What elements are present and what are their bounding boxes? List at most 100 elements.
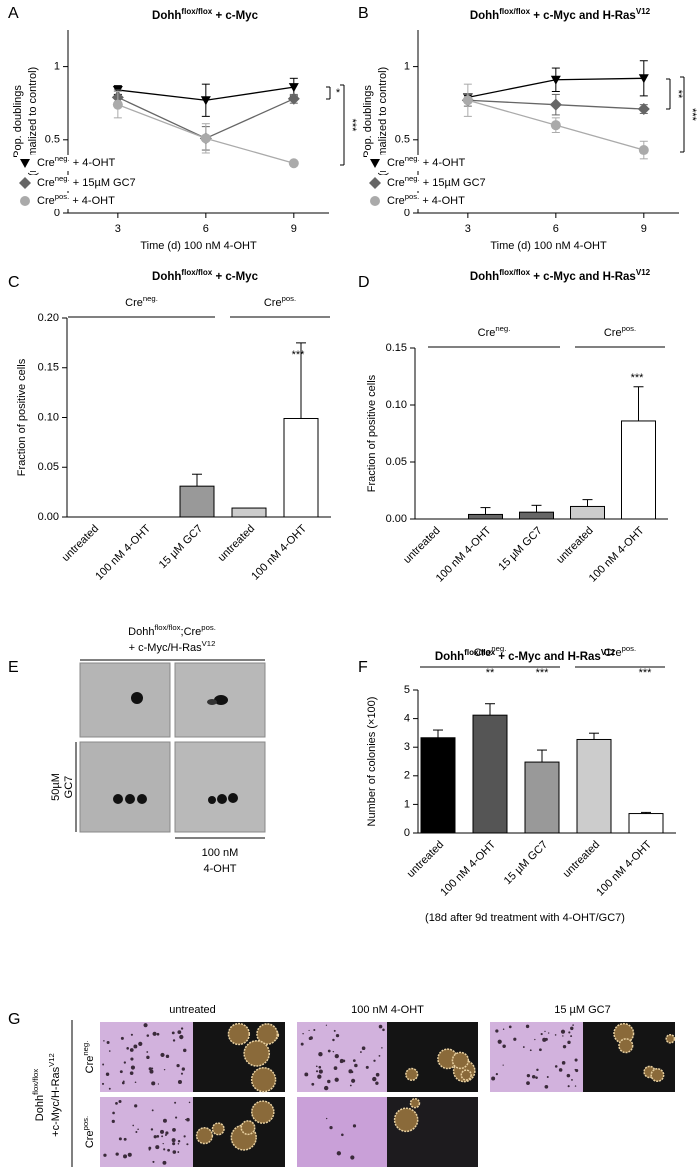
marker <box>287 92 300 105</box>
text-part: + c-Myc <box>212 10 258 22</box>
text-part: pos. <box>622 324 637 333</box>
x-tick-label: 6 <box>553 223 559 235</box>
cell-dot <box>570 1035 573 1038</box>
x-tick-label: untreated <box>554 525 595 566</box>
text-part: pos. <box>622 644 637 653</box>
cell-dot <box>332 1038 335 1042</box>
cell-dot <box>540 1032 543 1036</box>
cell-dot <box>177 1079 182 1085</box>
text-part: pos. <box>282 294 297 303</box>
colony <box>250 1067 277 1093</box>
cell-dot <box>547 1032 550 1034</box>
cell-dot <box>148 1067 152 1071</box>
text-part: Cre <box>478 327 496 339</box>
cell-dot <box>327 1049 331 1053</box>
cell-dot <box>180 1027 184 1030</box>
panel-letter: B <box>358 5 369 22</box>
colony <box>243 1040 271 1067</box>
group-label: Crepos. <box>604 324 636 339</box>
cell-dot <box>149 1069 154 1074</box>
bar <box>283 417 319 518</box>
text-part: + c-Myc and H-Ras <box>530 10 636 22</box>
cell-dot <box>372 1076 377 1082</box>
annotation: ** <box>672 90 684 99</box>
x-tick-label: untreated <box>401 525 442 566</box>
text-part: Dohh <box>128 626 154 638</box>
text-part: Cre <box>604 647 622 659</box>
cell-dot <box>105 1072 110 1076</box>
text-part: neg. <box>405 154 420 163</box>
text-part: + 15µM GC7 <box>420 177 486 189</box>
x-tick-label: untreated <box>561 839 602 880</box>
x-tick-label: 100 nM 4-OHT <box>438 838 498 898</box>
cell-dot <box>302 1032 304 1035</box>
y-axis-label: Fraction of positive cells <box>366 374 378 492</box>
brightfield-image <box>490 1022 583 1092</box>
text-part: Cre <box>387 157 405 169</box>
cell-dot <box>165 1131 169 1135</box>
cell-dot <box>162 1160 167 1165</box>
cell-dot <box>135 1130 138 1133</box>
text-part: Cre <box>37 177 55 189</box>
cell-dot <box>526 1081 530 1085</box>
bar <box>231 507 267 518</box>
y-axis-label: Number of colonies (×100) <box>366 697 378 827</box>
spot <box>137 794 147 804</box>
cell-dot <box>568 1031 571 1034</box>
cell-dot <box>103 1153 107 1157</box>
cell-dot <box>175 1116 178 1119</box>
cell-dot <box>359 1051 362 1053</box>
text-part: flox/flox <box>181 268 212 277</box>
x-tick-label: 15 µM GC7 <box>157 523 205 571</box>
bar <box>519 511 554 520</box>
cell-dot <box>341 1133 344 1137</box>
cell-dot <box>183 1135 186 1138</box>
chart-title: Dohhflox/flox + c-Myc and H-RasV12 <box>470 268 651 283</box>
legend-bg <box>17 193 147 209</box>
cell-dot <box>554 1034 557 1036</box>
annotation: *** <box>639 667 653 679</box>
cell-dot <box>562 1035 564 1037</box>
marker <box>370 159 380 168</box>
panel-letter: F <box>358 659 368 676</box>
blot-col-label: 100 nM <box>202 847 239 859</box>
cell-dot <box>171 1138 176 1143</box>
error-bar <box>537 749 547 763</box>
cell-dot <box>167 1148 170 1152</box>
legend-label: Creneg. + 4-OHT <box>37 154 116 169</box>
blot <box>79 741 171 833</box>
group-label: Creneg. <box>478 324 511 339</box>
bar <box>570 505 605 520</box>
cell-dot <box>562 1044 567 1049</box>
cell-dot <box>526 1074 531 1078</box>
text-part: Cre <box>125 297 143 309</box>
y-tick-label: 2 <box>404 770 410 782</box>
cell-dot <box>146 1034 150 1037</box>
cell-dot <box>146 1051 149 1053</box>
cell-dot <box>143 1023 148 1028</box>
text-part: Dohh <box>470 10 499 22</box>
y-tick-label: 0 <box>404 207 410 219</box>
y-tick-label: 0.00 <box>38 511 59 523</box>
y-tick-label: 0.5 <box>45 134 60 146</box>
cell-dot <box>119 1070 123 1074</box>
cell-dot <box>544 1084 549 1089</box>
text-part: pos. <box>81 1116 90 1131</box>
cell-dot <box>177 1030 182 1035</box>
bar <box>468 513 503 520</box>
cell-dot <box>126 1047 129 1050</box>
x-tick-label: 3 <box>115 223 121 235</box>
y-tick-label: 0.05 <box>38 461 59 473</box>
error-bar <box>485 703 495 716</box>
marker <box>19 177 31 189</box>
bar <box>472 714 508 834</box>
cell-dot <box>375 1081 379 1085</box>
column-label: 15 µM GC7 <box>554 1004 610 1016</box>
cell-dot <box>111 1119 115 1123</box>
y-axis-label: (normalized to control) <box>377 67 389 176</box>
cell-dot <box>137 1128 139 1131</box>
colony <box>409 1097 421 1109</box>
text-part: neg. <box>405 174 420 183</box>
cell-dot <box>160 1129 164 1134</box>
cell-dot <box>129 1071 134 1075</box>
